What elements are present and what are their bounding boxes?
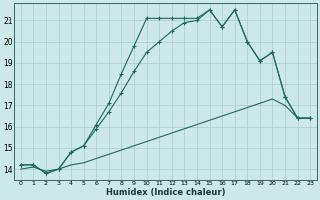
- X-axis label: Humidex (Indice chaleur): Humidex (Indice chaleur): [106, 188, 225, 197]
